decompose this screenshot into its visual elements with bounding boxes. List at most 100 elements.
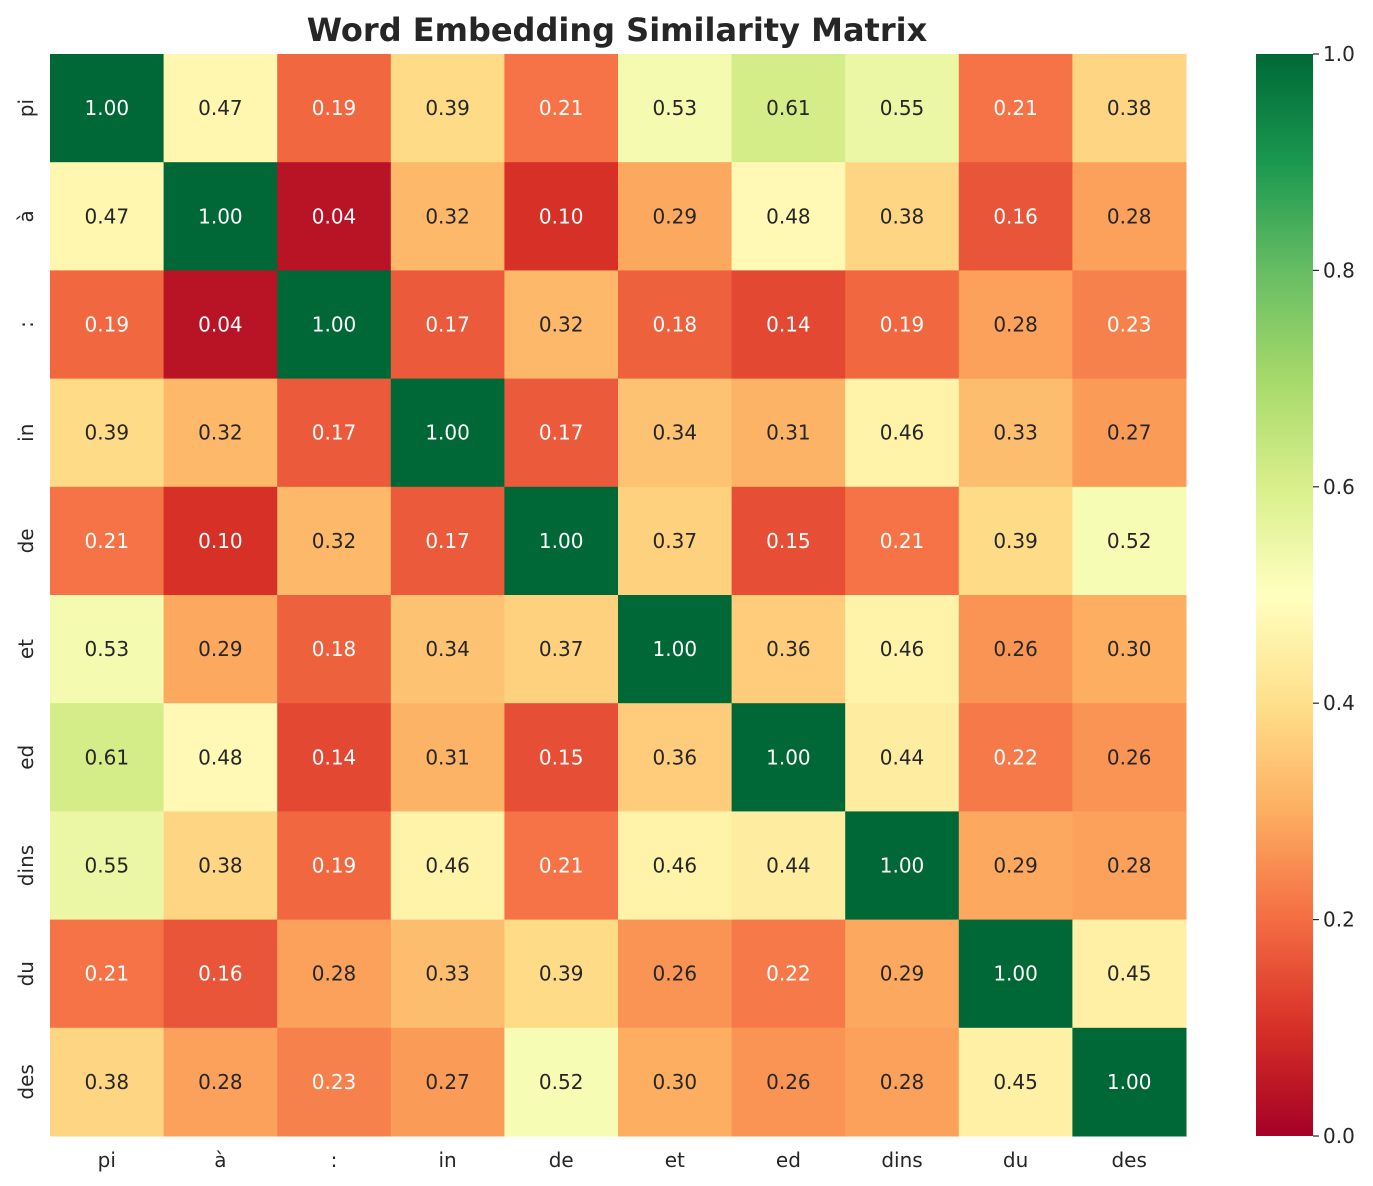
heatmap-cell-label: 0.28 [198,1070,243,1094]
heatmap-cell-label: 0.30 [653,1070,698,1094]
heatmap-cell-label: 0.29 [880,962,925,986]
heatmap-cell [845,162,960,271]
heatmap-cell [50,378,165,488]
heatmap-cell-label: 0.53 [653,96,698,120]
heatmap-cell [845,919,960,1029]
heatmap-cell-label: 0.33 [993,421,1038,445]
heatmap-cell [845,703,960,812]
heatmap-cell [50,54,165,163]
heatmap-cell-label: 1.00 [425,421,470,445]
heatmap-cell [618,270,733,380]
heatmap-cell [1072,811,1187,921]
heatmap-cell-label: 0.34 [653,421,698,445]
heatmap-cell [50,703,165,812]
heatmap-cell [163,162,278,271]
heatmap-cell-label: 0.21 [539,96,584,120]
heatmap-cell [958,486,1073,596]
heatmap-cell [1072,486,1187,596]
heatmap-cell [731,811,846,921]
colorbar-tick-label: 0.2 [1323,908,1355,932]
heatmap-cell-label: 0.19 [880,313,925,337]
y-tick-label: du [14,961,38,986]
heatmap-cell-label: 0.53 [85,637,130,661]
heatmap-cell [50,595,165,704]
heatmap-cell [618,703,733,812]
heatmap-cell-label: 0.26 [766,1070,811,1094]
heatmap-cell-label: 1.00 [198,204,243,228]
heatmap-cell [731,1027,846,1137]
heatmap-cell [390,54,505,163]
heatmap-cell [163,703,278,812]
heatmap-cell [277,919,392,1029]
heatmap-cell [277,703,392,812]
heatmap-cell-label: 0.39 [85,421,130,445]
heatmap-cell [504,378,619,488]
heatmap-cell-label: 0.37 [539,637,584,661]
chart-title: Word Embedding Similarity Matrix [307,11,928,49]
heatmap-cell-label: 0.46 [425,854,470,878]
heatmap-cell [390,703,505,812]
heatmap-cell [618,486,733,596]
heatmap-cell-label: 0.45 [993,1070,1038,1094]
heatmap-cell-label: 0.39 [539,962,584,986]
heatmap-cell-label: 0.28 [993,313,1038,337]
heatmap-cell [390,162,505,271]
colorbar-ticks: 0.0 0.2 0.4 0.6 0.8 1.0 [1313,42,1355,1148]
heatmap-cell-label: 0.47 [198,96,243,120]
y-axis-ticks: pi à: in de et ed dins du des [14,99,38,1100]
heatmap-cell [504,811,619,921]
heatmap-cell-label: 0.29 [993,854,1038,878]
heatmap-cell-label: 0.04 [312,204,357,228]
x-tick-label: in [438,1148,456,1172]
heatmap-cell-label: 0.14 [766,313,811,337]
x-tick-label: dins [881,1148,922,1172]
heatmap-cell-label: 0.23 [312,1070,357,1094]
colorbar [1256,54,1313,1136]
heatmap-cell-label: 0.46 [653,854,698,878]
heatmap-cell-label: 0.38 [198,854,243,878]
heatmap-cell [958,162,1073,271]
colorbar-tick-label: 0.6 [1323,475,1355,499]
heatmap-cell-label: 0.46 [880,637,925,661]
heatmap-cell [390,270,505,380]
heatmap-cell [845,378,960,488]
heatmap-cell [618,1027,733,1137]
heatmap-cell-label: 0.17 [425,313,470,337]
heatmap-cell [504,1027,619,1137]
y-tick-label: des [14,1064,38,1099]
heatmap-cell-label: 0.45 [1107,962,1152,986]
heatmap-cell-label: 1.00 [85,96,130,120]
heatmap-cell [1072,1027,1187,1137]
heatmap-cell [618,162,733,271]
heatmap-cell-label: 0.30 [1107,637,1152,661]
heatmap-cell-label: 0.21 [539,854,584,878]
heatmap-cell-label: 0.36 [766,637,811,661]
heatmap-cell [163,54,278,163]
heatmap-cell-label: 0.32 [539,313,584,337]
heatmap-cell-label: 0.38 [85,1070,130,1094]
heatmap-cell [731,486,846,596]
heatmap-cell [618,595,733,704]
heatmap-cell-label: 0.29 [653,204,698,228]
heatmap-cell-label: 0.27 [1107,421,1152,445]
heatmap-cell-label: 1.00 [993,962,1038,986]
heatmap-cell-label: 0.21 [85,962,130,986]
heatmap-cell-label: 0.16 [993,204,1038,228]
heatmap-cell [504,270,619,380]
heatmap-cell-label: 0.31 [766,421,811,445]
heatmap-cell-label: 0.19 [85,313,130,337]
heatmap-cell-label: 0.26 [993,637,1038,661]
heatmap-cell [958,1027,1073,1137]
heatmap-cell [163,919,278,1029]
heatmap-cell [731,378,846,488]
heatmap-cell [845,811,960,921]
heatmap-cell-label: 0.28 [880,1070,925,1094]
heatmap-cell [50,811,165,921]
heatmap-cell-label: 0.61 [766,96,811,120]
heatmap-cell-label: 0.32 [198,421,243,445]
heatmap-cell [731,162,846,271]
heatmap-cell [618,811,733,921]
heatmap-cell [277,162,392,271]
heatmap-cell-label: 0.52 [539,1070,584,1094]
heatmap-cell-label: 0.17 [539,421,584,445]
